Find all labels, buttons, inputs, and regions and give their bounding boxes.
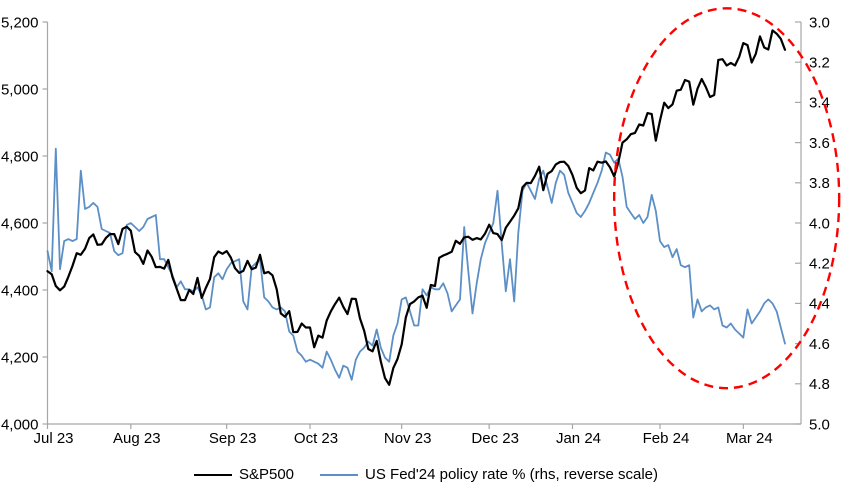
fed-rate-series-line — [46, 147, 786, 381]
x-axis-tick-labels: Jul 23 Aug 23 Sep 23 Oct 23 Nov 23 Dec 23 Jan … — [33, 424, 773, 447]
dual-axis-line-chart: 4,000 4,200 4,400 4,600 4,800 5,000 5,200 3.0 3.… — [1, 7, 841, 447]
svg-text:5,000: 5,000 — [1, 81, 39, 98]
sp500-series-line — [46, 29, 787, 386]
svg-text:4.0: 4.0 — [809, 215, 830, 232]
svg-text:4,800: 4,800 — [1, 148, 39, 165]
svg-text:Oct 23: Oct 23 — [294, 430, 338, 447]
svg-text:4.6: 4.6 — [809, 336, 830, 353]
svg-text:3.8: 3.8 — [809, 175, 830, 192]
svg-text:5,200: 5,200 — [1, 14, 39, 31]
svg-text:4,400: 4,400 — [1, 282, 39, 299]
divergence-highlight-ellipse — [612, 7, 841, 390]
svg-text:3.2: 3.2 — [809, 54, 830, 71]
sp500-line-swatch — [193, 473, 232, 476]
svg-text:Feb 24: Feb 24 — [643, 430, 690, 447]
svg-text:4,000: 4,000 — [1, 416, 39, 433]
legend-item-sp500: S&P500 — [193, 466, 295, 483]
legend-item-fed-rate: US Fed'24 policy rate % (rhs, reverse sc… — [320, 466, 658, 483]
legend-label-fed-rate: US Fed'24 policy rate % (rhs, reverse sc… — [365, 466, 658, 483]
legend: S&P500 US Fed'24 policy rate % (rhs, rev… — [0, 466, 852, 483]
svg-text:Nov 23: Nov 23 — [384, 430, 432, 447]
svg-text:3.6: 3.6 — [809, 135, 830, 152]
svg-text:5.0: 5.0 — [809, 416, 830, 433]
svg-text:4,600: 4,600 — [1, 215, 39, 232]
svg-text:4,200: 4,200 — [1, 349, 39, 366]
legend-label-sp500: S&P500 — [238, 466, 295, 483]
svg-text:3.0: 3.0 — [809, 14, 830, 31]
svg-text:4.8: 4.8 — [809, 376, 830, 393]
svg-text:Mar 24: Mar 24 — [726, 430, 773, 447]
svg-text:Sep 23: Sep 23 — [209, 430, 257, 447]
right-axis-tick-labels: 3.03.23.43.63.84.04.24.44.64.85.0 — [795, 14, 830, 433]
fed-rate-line-swatch — [320, 473, 359, 476]
svg-text:Jan 24: Jan 24 — [556, 430, 601, 447]
svg-text:Jul 23: Jul 23 — [33, 430, 73, 447]
svg-text:Aug 23: Aug 23 — [113, 430, 161, 447]
svg-text:4.2: 4.2 — [809, 255, 830, 272]
left-axis-tick-labels: 4,000 4,200 4,400 4,600 4,800 5,000 5,200 — [1, 14, 48, 433]
svg-text:Dec 23: Dec 23 — [471, 430, 519, 447]
